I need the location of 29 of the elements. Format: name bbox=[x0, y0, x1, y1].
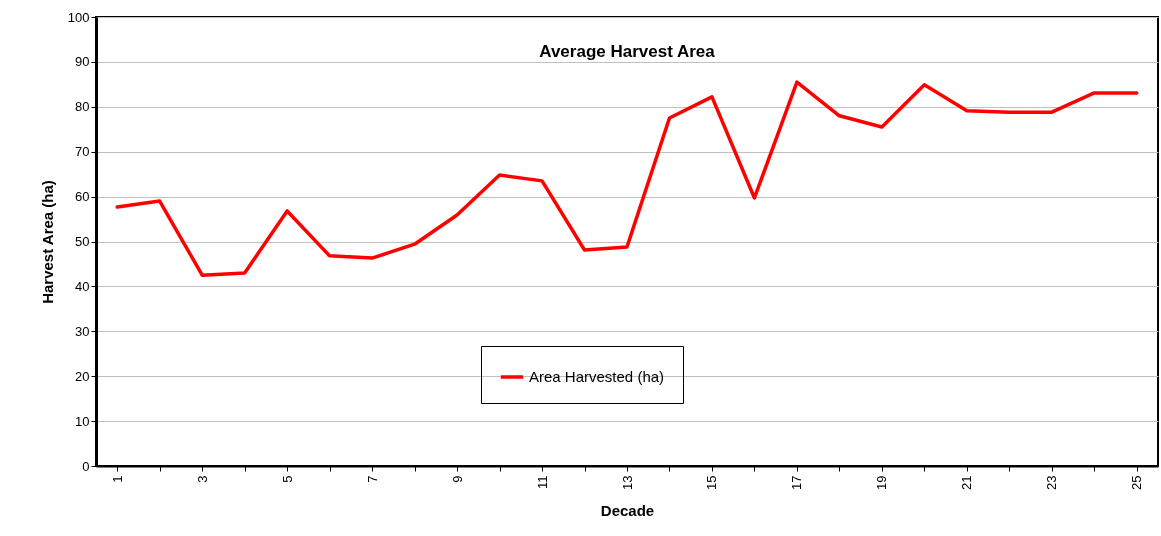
x-tick-label: 23 bbox=[1044, 475, 1060, 490]
y-tick-label: 80 bbox=[75, 99, 90, 115]
y-tick-label: 40 bbox=[75, 278, 90, 294]
x-tick-label: 11 bbox=[534, 475, 550, 489]
x-tick-label: 5 bbox=[279, 475, 295, 483]
y-tick-label: 50 bbox=[75, 234, 90, 249]
x-tick-label: 1 bbox=[109, 475, 125, 483]
x-axis-title: Decade bbox=[600, 501, 655, 519]
y-tick-label: 100 bbox=[67, 9, 90, 25]
y-tick-label: 70 bbox=[75, 144, 90, 160]
x-tick-label: 25 bbox=[1129, 475, 1145, 490]
y-tick-label: 60 bbox=[75, 189, 90, 205]
x-tick-label: 21 bbox=[959, 475, 975, 490]
text: Average Harvest Area bbox=[539, 42, 716, 61]
x-tick-label: 15 bbox=[704, 475, 720, 490]
y-tick-label: 0 bbox=[82, 458, 90, 474]
x-tick-label: 3 bbox=[194, 475, 210, 483]
x-tick-label: 17 bbox=[789, 475, 805, 490]
legend-label: Area Harvested (ha) bbox=[529, 368, 665, 385]
x-tick-label: 9 bbox=[449, 475, 465, 483]
y-tick-label: 10 bbox=[75, 413, 90, 429]
y-axis-title: Harvest Area (ha) bbox=[38, 180, 56, 304]
x-tick-label: 7 bbox=[364, 475, 380, 483]
line-series bbox=[115, 80, 1139, 277]
y-tick-label: 20 bbox=[75, 368, 90, 384]
y-tick-label: 90 bbox=[75, 54, 90, 70]
y-tick-label: 30 bbox=[75, 323, 90, 339]
x-tick-label: 13 bbox=[619, 475, 635, 490]
x-tick-label: 19 bbox=[874, 475, 890, 490]
